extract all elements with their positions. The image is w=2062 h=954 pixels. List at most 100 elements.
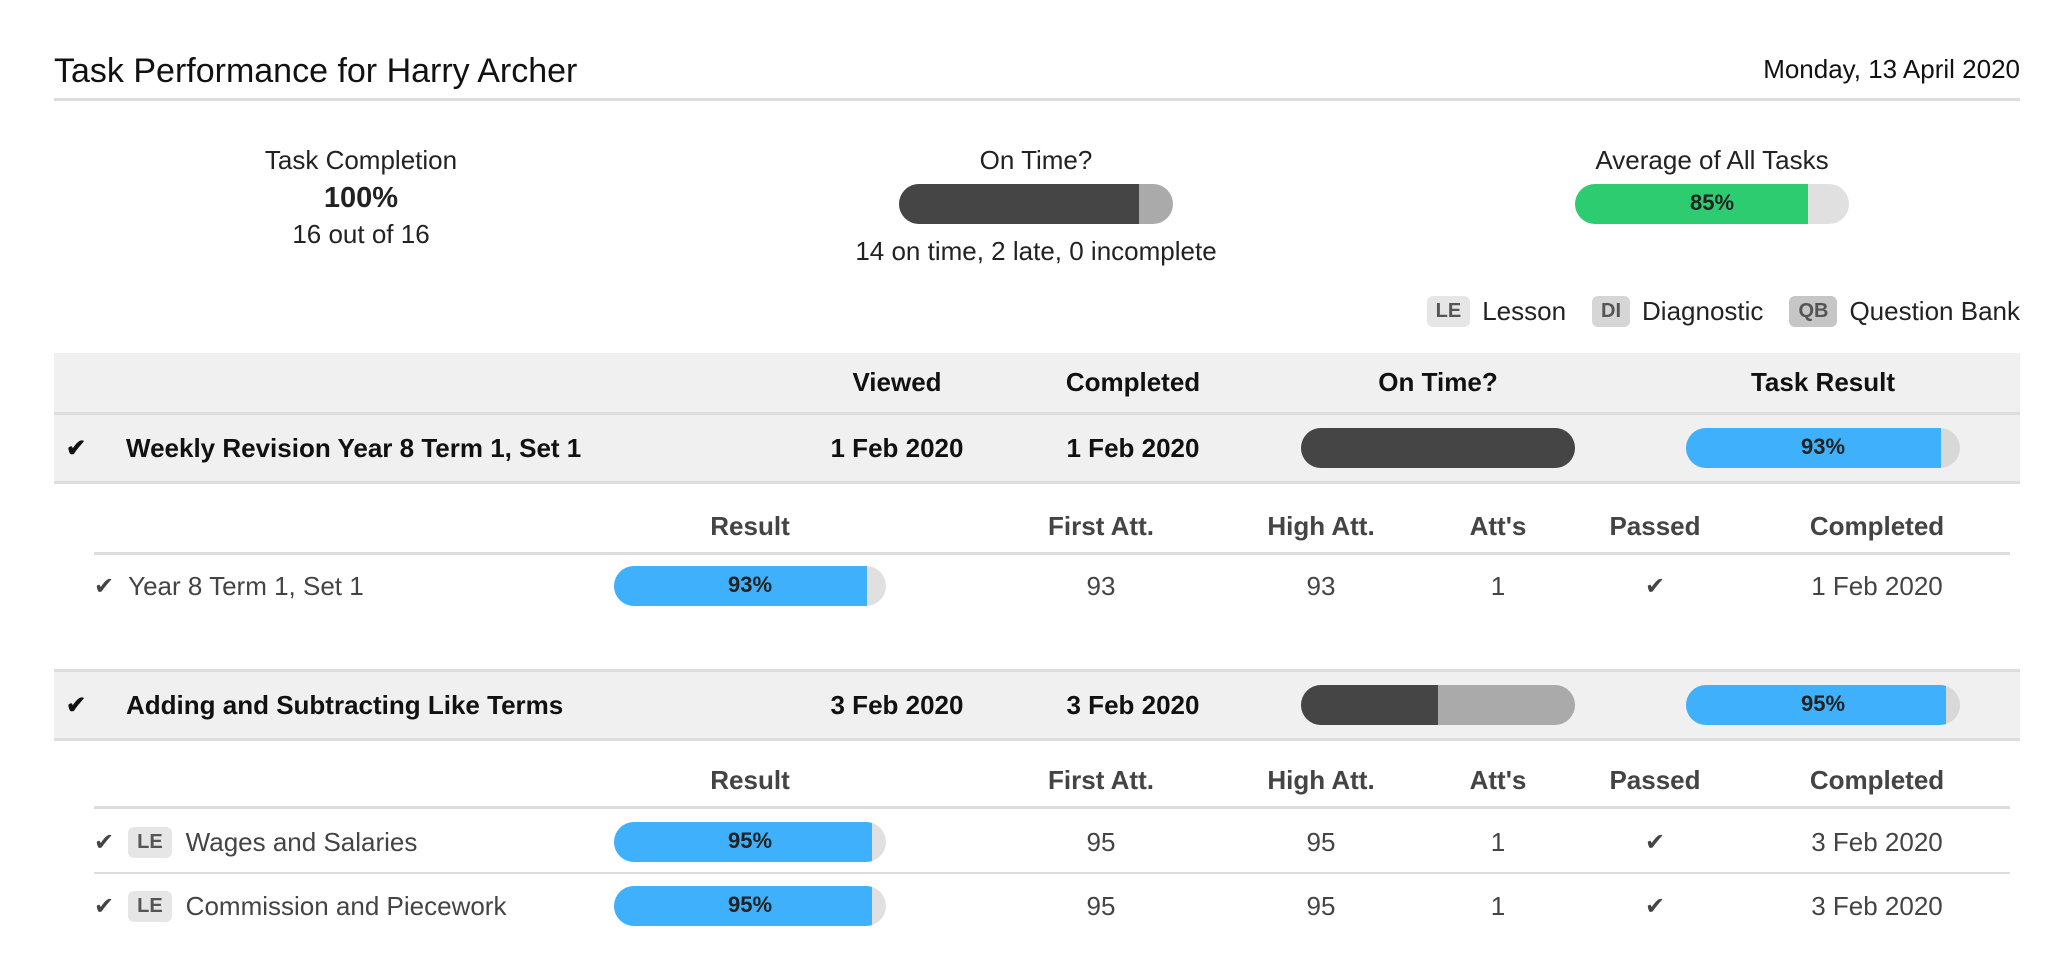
legend-label-question-bank: Question Bank xyxy=(1849,296,2020,326)
on-time-detail: 14 on time, 2 late, 0 incomplete xyxy=(855,236,1217,266)
task-result-bar-label: 95% xyxy=(1800,691,1846,716)
passed-check-icon: ✔ xyxy=(1644,572,1666,600)
item-result-bar-fill xyxy=(614,822,873,862)
item-result: 93% xyxy=(600,555,900,617)
item-result-bar: 95% xyxy=(614,822,886,862)
subtable-row: ✔ LE Wages and Salaries 95% 95 95 1 ✔ 3 Feb 2020 xyxy=(94,812,2010,874)
item-atts: 1 xyxy=(1490,890,1506,921)
task-result-bar-fill xyxy=(1686,685,1947,725)
subheader-first: First Att. xyxy=(1048,510,1154,541)
on-time-bar xyxy=(899,184,1173,224)
item-high: 95 xyxy=(1306,826,1336,857)
task-result-bar-fill xyxy=(1686,428,1941,468)
item-completed: 3 Feb 2020 xyxy=(1811,826,1943,857)
subheader-high: High Att. xyxy=(1267,510,1375,541)
subtable-row: ✔ LE Commission and Piecework 95% 95 95 1 ✔ 3 Fe… xyxy=(94,875,2010,937)
task-completion-label: Task Completion xyxy=(264,145,458,175)
task-result-bar-label: 93% xyxy=(1800,434,1846,459)
subheader-result: Result xyxy=(710,764,790,795)
subheader-completed: Completed xyxy=(1809,510,1945,541)
task-completion-percent: 100% xyxy=(323,182,399,214)
task-completion-stat: Task Completion 100% 16 out of 16 xyxy=(101,145,621,250)
legend-label-lesson: Lesson xyxy=(1482,296,1567,326)
item-result-bar-label: 93% xyxy=(727,572,773,597)
passed-check-icon: ✔ xyxy=(1644,892,1666,920)
average-label: Average of All Tasks xyxy=(1595,145,1829,175)
item-result-bar: 93% xyxy=(614,566,886,606)
item-first: 95 xyxy=(1086,826,1116,857)
item-result-bar: 95% xyxy=(614,886,886,926)
subheader-passed: Passed xyxy=(1609,764,1701,795)
item-high: 93 xyxy=(1306,570,1336,601)
table-header: Viewed Completed On Time? Task Result xyxy=(54,353,2020,412)
item-first: 95 xyxy=(1086,890,1116,921)
passed-check-icon: ✔ xyxy=(1644,828,1666,856)
subheader-passed: Passed xyxy=(1609,510,1701,541)
subtable-row: ✔ Year 8 Term 1, Set 1 93% 93 93 1 ✔ 1 Feb 2020 xyxy=(94,555,2010,617)
item-result-bar-fill xyxy=(614,886,873,926)
subheader-completed: Completed xyxy=(1809,764,1945,795)
average-value: 85% xyxy=(1689,190,1735,215)
item-name: Commission and Piecework xyxy=(185,890,507,921)
task-result-bar: 93% xyxy=(1686,428,1960,468)
task-on-time-bar-fill xyxy=(1301,428,1575,468)
task-name: Adding and Subtracting Like Terms xyxy=(126,689,564,720)
item-completed: 3 Feb 2020 xyxy=(1811,890,1943,921)
on-time-fill xyxy=(899,184,1139,224)
header-divider xyxy=(54,98,2020,101)
item-result-bar-label: 95% xyxy=(727,828,773,853)
check-icon: ✔ xyxy=(94,572,115,600)
legend: LE Lesson DI Diagnostic QB Question Bank xyxy=(1426,296,2020,327)
task-viewed: 1 Feb 2020 xyxy=(830,432,964,463)
item-result-bar-fill xyxy=(614,566,867,606)
legend-label-diagnostic: Diagnostic xyxy=(1642,296,1764,326)
item-name-cell: ✔ Year 8 Term 1, Set 1 xyxy=(94,555,694,617)
item-name-cell: ✔ LE Wages and Salaries xyxy=(94,812,694,872)
subtable-header: Result First Att. High Att. Att's Passed Comp… xyxy=(94,754,2010,809)
item-name: Wages and Salaries xyxy=(185,826,418,857)
item-name-cell: ✔ LE Commission and Piecework xyxy=(94,875,694,937)
item-result: 95% xyxy=(600,875,900,937)
legend-tag-lesson: LE xyxy=(1426,296,1471,327)
check-icon: ✔ xyxy=(65,434,87,462)
task-on-time-bar-fill xyxy=(1301,685,1438,725)
average-bar: 85% xyxy=(1575,184,1849,224)
task-completion-detail: 16 out of 16 xyxy=(292,219,430,249)
average-stat: Average of All Tasks 85% xyxy=(1452,145,1972,224)
subheader-first: First Att. xyxy=(1048,764,1154,795)
task-viewed: 3 Feb 2020 xyxy=(830,689,964,720)
item-result-bar-label: 95% xyxy=(727,892,773,917)
task-completed: 3 Feb 2020 xyxy=(1066,689,1200,720)
item-type-tag: LE xyxy=(128,826,172,858)
item-atts: 1 xyxy=(1490,570,1506,601)
legend-tag-question-bank: QB xyxy=(1789,296,1838,327)
item-atts: 1 xyxy=(1490,826,1506,857)
average-fill xyxy=(1575,184,1808,224)
header-on-time: On Time? xyxy=(1378,367,1498,397)
task-on-time-bar xyxy=(1301,428,1575,468)
on-time-label: On Time? xyxy=(979,145,1093,175)
task-on-time xyxy=(1288,672,1588,738)
header-task-result: Task Result xyxy=(1750,367,1895,397)
task-row[interactable]: ✔ Adding and Subtracting Like Terms 3 Feb … xyxy=(54,669,2020,741)
header-completed: Completed xyxy=(1065,367,1201,397)
item-name: Year 8 Term 1, Set 1 xyxy=(128,570,364,601)
subtable-header: Result First Att. High Att. Att's Passed Comp… xyxy=(94,500,2010,555)
item-result: 95% xyxy=(600,812,900,872)
task-name: Weekly Revision Year 8 Term 1, Set 1 xyxy=(126,432,582,463)
current-date: Monday, 13 April 2020 xyxy=(1763,54,2020,84)
task-row[interactable]: ✔ Weekly Revision Year 8 Term 1, Set 1 1 F… xyxy=(54,412,2020,484)
subheader-atts: Att's xyxy=(1469,764,1527,795)
check-icon: ✔ xyxy=(94,828,115,856)
check-icon: ✔ xyxy=(94,892,115,920)
task-result-bar: 95% xyxy=(1686,685,1960,725)
subheader-atts: Att's xyxy=(1469,510,1527,541)
legend-tag-diagnostic: DI xyxy=(1592,296,1631,327)
item-type-tag: LE xyxy=(128,890,172,922)
task-on-time-bar xyxy=(1301,685,1575,725)
task-completed: 1 Feb 2020 xyxy=(1066,432,1200,463)
on-time-stat: On Time? 14 on time, 2 late, 0 incomplet… xyxy=(776,145,1296,267)
header-viewed: Viewed xyxy=(852,367,942,397)
task-result: 93% xyxy=(1673,415,1973,481)
check-icon: ✔ xyxy=(65,691,87,719)
